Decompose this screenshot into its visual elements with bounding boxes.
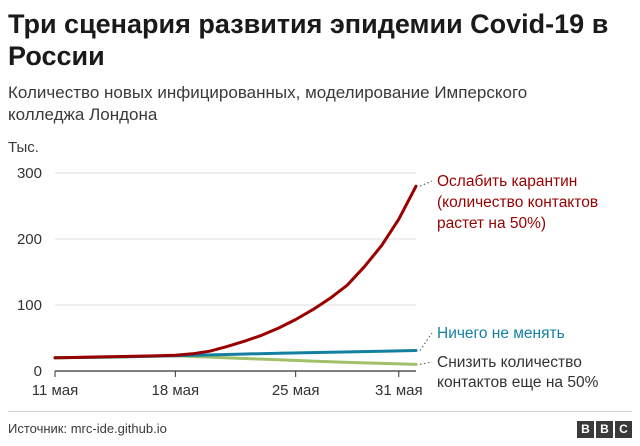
y-tick-label: 100 [17,297,42,314]
bbc-logo-letter: B [577,421,594,438]
x-tick-label: 11 мая [32,382,79,399]
y-tick-label: 0 [34,363,42,380]
bbc-logo: B B C [577,421,632,438]
gridlines [55,172,416,306]
x-tick-label: 25 мая [272,382,320,399]
bbc-logo-letter: C [615,421,632,438]
chart-subtitle: Количество новых инфицированных, моделир… [8,83,528,124]
label-leader [419,361,433,365]
series-line [53,184,418,360]
series-label: Ослабить карантин [437,173,577,190]
y-tick-label: 300 [17,165,42,182]
series-label: Ничего не менять [437,325,565,342]
y-unit-label: Тыс. [8,139,39,156]
y-tick-label: 200 [17,231,42,248]
y-axis-ticks: 0 100 200 300 [17,165,42,380]
series-label: растет на 50%) [437,215,546,232]
series-label: (количество контактов [437,194,598,211]
series-lines [53,184,418,366]
x-axis: 11 мая 18 мая 25 мая 31 мая [32,370,423,399]
series-label: контактов еще на 50% [437,374,599,391]
bbc-logo-letter: B [596,421,613,438]
footer-divider [8,411,632,412]
source-note: Источник: mrc-ide.github.io [8,421,167,436]
label-leader [419,332,433,351]
x-tick-label: 31 мая [375,382,423,399]
label-leader [419,180,433,187]
chart-title: Три сценария развития эпидемии Covid-19 … [8,9,609,71]
series-labels: Ослабить карантин (количество контактов ра… [419,173,599,391]
x-tick-label: 18 мая [152,382,200,399]
series-label: Снизить количество [437,354,582,371]
